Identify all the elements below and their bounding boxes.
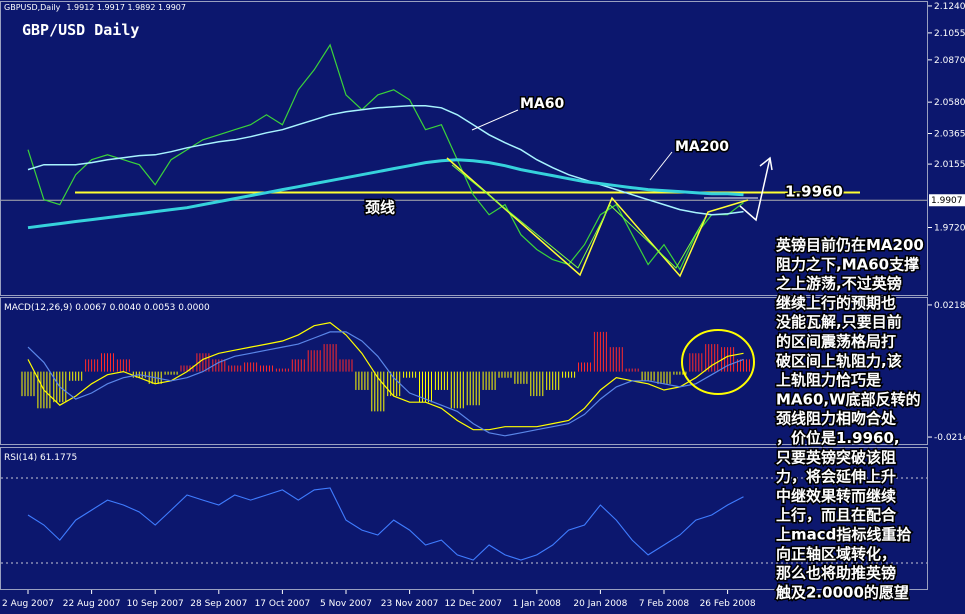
commentary-line: 那么也将助推英镑	[776, 564, 896, 582]
quote: 1.9912 1.9917 1.9892 1.9907	[66, 3, 186, 12]
x-tick-label: 23 Nov 2007	[381, 599, 439, 609]
current-price-label: 1.9907	[931, 196, 963, 206]
commentary-line: 英镑目前仍在MA200	[776, 236, 924, 254]
panel-title: RSI(14) 61.1775	[4, 453, 77, 463]
x-tick-label: 2 Aug 2007	[2, 599, 54, 609]
panel-title: GBP/USD Daily	[22, 21, 139, 39]
y-tick-label: 2.1240	[934, 2, 965, 12]
x-tick-label: 28 Sep 2007	[190, 599, 247, 609]
commentary-line: 的区间震荡格局打	[776, 333, 896, 351]
commentary-line: 颈线阻力相吻合处	[775, 410, 897, 428]
x-tick-label: 5 Nov 2007	[320, 599, 372, 609]
panel-frames	[0, 1, 928, 590]
symbol: GBPUSD,Daily	[4, 3, 61, 12]
y-tick-label: 1.9720	[934, 224, 965, 234]
y-tick-label: 0.0218	[934, 301, 965, 311]
x-tick-label: 22 Aug 2007	[63, 599, 121, 609]
series-line	[27, 43, 744, 271]
arrow	[739, 157, 771, 222]
commentary-line: 力，将会延伸上升	[776, 468, 896, 486]
w-pattern	[446, 157, 749, 278]
commentary-line: MA60,W底部反转的	[776, 390, 921, 408]
commentary-line: 触及2.0000的愿望	[776, 583, 909, 601]
x-tick-label: 20 Jan 2008	[573, 599, 627, 609]
commentary-line: 上行，而且在配合	[776, 506, 897, 524]
y-tick-label: -0.0214	[934, 433, 965, 443]
commentary-line: 破区间上轨阻力,该	[776, 352, 902, 370]
series-line	[27, 331, 744, 437]
price-panel	[0, 1, 928, 296]
window-header: GBPUSD,Daily 1.9912 1.9917 1.9892 1.9907	[4, 3, 186, 12]
arrow-head	[759, 156, 773, 171]
commentary-line: 阻力之下,MA60支撑	[776, 255, 919, 273]
ma200-leader	[649, 151, 673, 181]
commentary-line: 上轨阻力恰巧是	[776, 371, 882, 389]
y-tick-label: 2.0580	[934, 98, 965, 108]
highlight-circle	[681, 329, 755, 395]
y-tick-label: 2.1055	[934, 29, 965, 39]
y-tick-label: 2.0365	[934, 129, 965, 139]
commentary-line: ，价位是1.9960,	[776, 429, 900, 447]
commentary-line: 上macd指标线重拾	[776, 526, 911, 544]
series-line	[27, 105, 744, 216]
commentary-line: 继续上行的预期也	[776, 294, 896, 312]
pattern-drawing	[446, 109, 773, 395]
y-tick-label: 2.0155	[934, 160, 965, 170]
neckline-value: 1.9960	[785, 183, 843, 201]
rsi-panel	[0, 447, 928, 590]
commentary-line: 向正轴区域转化，	[776, 545, 896, 563]
y-tick-label: 2.0870	[934, 56, 965, 66]
neckline-name: 颈线	[364, 199, 395, 217]
commentary-line: 只要英镑突破该阻	[776, 448, 896, 466]
w-channel	[451, 164, 706, 269]
x-tick-label: 7 Feb 2008	[639, 599, 690, 609]
ma60-leader	[471, 109, 519, 131]
x-tick-label: 26 Feb 2008	[700, 599, 756, 609]
commentary-line: 中继效果转而继续	[776, 487, 896, 505]
commentary: 英镑目前仍在MA200阻力之下,MA60支撑之上游荡,不过英镑继续上行的预期也没…	[774, 235, 926, 603]
macd-panel	[0, 297, 928, 445]
current-price-box	[929, 194, 965, 207]
commentary-line: 没能瓦解,只要目前	[776, 313, 902, 331]
x-tick-label: 10 Sep 2007	[127, 599, 184, 609]
x-tick-label: 17 Oct 2007	[255, 599, 311, 609]
series-line	[27, 158, 744, 230]
x-tick-label: 12 Dec 2007	[444, 599, 502, 609]
annotation: MA200	[675, 139, 729, 155]
annotation: MA60	[520, 96, 565, 112]
commentary-line: 之上游荡,不过英镑	[776, 275, 902, 293]
x-tick-label: 1 Jan 2008	[513, 599, 561, 609]
series-line	[27, 322, 744, 431]
series-line	[27, 487, 744, 561]
panel-title: MACD(12,26,9) 0.0067 0.0040 0.0053 0.000…	[4, 303, 210, 313]
